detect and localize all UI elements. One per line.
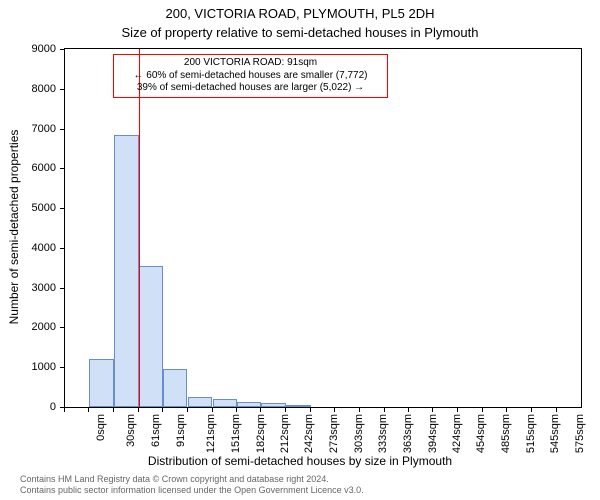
footer-attribution: Contains HM Land Registry data © Crown c… [20, 474, 364, 497]
x-tick-label: 151sqm [230, 414, 242, 453]
y-axis-ticks: 0100020003000400050006000700080009000 [0, 48, 60, 408]
marker-line [139, 49, 140, 407]
chart-title-line1: 200, VICTORIA ROAD, PLYMOUTH, PL5 2DH [0, 6, 600, 21]
x-axis-label: Distribution of semi-detached houses by … [0, 454, 600, 468]
histogram-bar [163, 369, 187, 407]
x-tick-mark [113, 408, 114, 412]
histogram-bar [89, 359, 113, 407]
x-tick-label: 30sqm [125, 414, 137, 447]
histogram-bar [139, 266, 163, 407]
x-tick-label: 545sqm [549, 414, 561, 453]
x-tick-label: 121sqm [205, 414, 217, 453]
x-tick-mark [310, 408, 311, 412]
y-tick-label: 8000 [6, 83, 56, 95]
histogram-bar [213, 399, 237, 407]
x-tick-label: 485sqm [501, 414, 513, 453]
x-tick-mark [556, 408, 557, 412]
y-tick-label: 6000 [6, 162, 56, 174]
x-tick-mark [334, 408, 335, 412]
x-tick-mark [384, 408, 385, 412]
y-tick-mark [60, 288, 65, 289]
x-tick-mark [359, 408, 360, 412]
annotation-box: 200 VICTORIA ROAD: 91sqm← 60% of semi-de… [113, 54, 388, 98]
x-tick-mark [212, 408, 213, 412]
x-tick-label: 363sqm [402, 414, 414, 453]
chart-container: 200, VICTORIA ROAD, PLYMOUTH, PL5 2DH Si… [0, 0, 600, 500]
x-tick-label: 424sqm [451, 414, 463, 453]
x-tick-label: 91sqm [175, 414, 187, 447]
annotation-line3: 39% of semi-detached houses are larger (… [118, 82, 383, 95]
x-axis-ticks: 0sqm 30sqm 61sqm 91sqm 121sqm 151sqm 182sqm 212… [64, 408, 582, 460]
y-tick-mark [60, 49, 65, 50]
y-tick-mark [60, 327, 65, 328]
x-tick-label: 394sqm [427, 414, 439, 453]
x-tick-label: 454sqm [475, 414, 487, 453]
x-tick-label: 212sqm [279, 414, 291, 453]
y-tick-mark [60, 129, 65, 130]
x-tick-label: 182sqm [255, 414, 267, 453]
x-tick-label: 242sqm [303, 414, 315, 453]
y-tick-mark [60, 367, 65, 368]
y-tick-label: 7000 [6, 123, 56, 135]
x-tick-mark [162, 408, 163, 412]
x-tick-mark [482, 408, 483, 412]
x-tick-label: 303sqm [353, 414, 365, 453]
x-tick-mark [506, 408, 507, 412]
x-tick-label: 575sqm [574, 414, 586, 453]
y-tick-label: 5000 [6, 202, 56, 214]
x-tick-mark [260, 408, 261, 412]
histogram-bar [286, 405, 310, 407]
histogram-bar [188, 397, 212, 407]
y-tick-mark [60, 89, 65, 90]
x-tick-mark [236, 408, 237, 412]
x-tick-mark [408, 408, 409, 412]
y-tick-label: 1000 [6, 361, 56, 373]
x-tick-mark [88, 408, 89, 412]
x-tick-mark [187, 408, 188, 412]
chart-title-line2: Size of property relative to semi-detach… [0, 25, 600, 40]
y-tick-mark [60, 208, 65, 209]
x-tick-mark [138, 408, 139, 412]
y-tick-label: 0 [6, 401, 56, 413]
x-tick-label: 333sqm [377, 414, 389, 453]
footer-line2: Contains public sector information licen… [20, 485, 364, 496]
x-tick-mark [457, 408, 458, 412]
x-tick-mark [531, 408, 532, 412]
x-tick-label: 515sqm [525, 414, 537, 453]
histogram-bar [237, 402, 261, 407]
annotation-line1: 200 VICTORIA ROAD: 91sqm [118, 57, 383, 70]
footer-line1: Contains HM Land Registry data © Crown c… [20, 474, 364, 485]
x-tick-mark [285, 408, 286, 412]
y-tick-label: 9000 [6, 43, 56, 55]
x-tick-label: 61sqm [151, 414, 163, 447]
y-tick-mark [60, 168, 65, 169]
histogram-bar [261, 403, 285, 407]
annotation-line2: ← 60% of semi-detached houses are smalle… [118, 70, 383, 83]
histogram-bar [114, 135, 138, 407]
y-tick-label: 3000 [6, 282, 56, 294]
x-tick-label: 0sqm [95, 414, 107, 441]
y-tick-mark [60, 248, 65, 249]
x-tick-mark [64, 408, 65, 412]
x-tick-label: 273sqm [329, 414, 341, 453]
y-tick-label: 2000 [6, 321, 56, 333]
y-tick-label: 4000 [6, 242, 56, 254]
x-tick-mark [432, 408, 433, 412]
plot-area: 200 VICTORIA ROAD: 91sqm← 60% of semi-de… [64, 48, 582, 408]
